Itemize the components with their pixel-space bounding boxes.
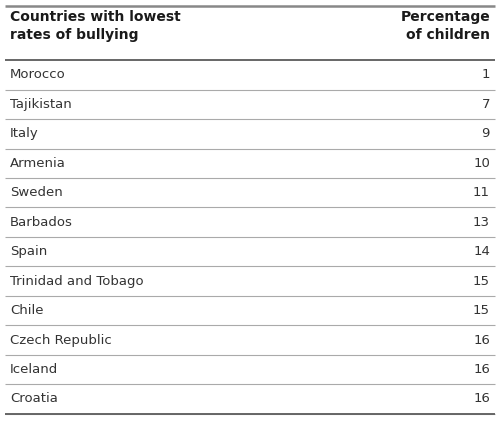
Text: 16: 16	[473, 363, 490, 376]
Text: Chile: Chile	[10, 304, 43, 317]
Text: Croatia: Croatia	[10, 393, 58, 405]
Text: Armenia: Armenia	[10, 157, 66, 170]
Text: Percentage
of children: Percentage of children	[400, 10, 490, 42]
Text: 9: 9	[482, 127, 490, 140]
Text: Morocco: Morocco	[10, 68, 66, 81]
Text: Iceland: Iceland	[10, 363, 58, 376]
Text: 7: 7	[482, 98, 490, 111]
Text: Italy: Italy	[10, 127, 39, 140]
Text: 13: 13	[473, 216, 490, 229]
Text: 15: 15	[473, 304, 490, 317]
Text: Czech Republic: Czech Republic	[10, 334, 112, 347]
Text: 10: 10	[473, 157, 490, 170]
Text: 16: 16	[473, 393, 490, 405]
Text: Tajikistan: Tajikistan	[10, 98, 72, 111]
Text: Trinidad and Tobago: Trinidad and Tobago	[10, 275, 143, 288]
Text: Barbados: Barbados	[10, 216, 73, 229]
Text: 14: 14	[473, 245, 490, 258]
Text: 16: 16	[473, 334, 490, 347]
Text: Countries with lowest
rates of bullying: Countries with lowest rates of bullying	[10, 10, 181, 42]
Text: 15: 15	[473, 275, 490, 288]
Text: 11: 11	[473, 186, 490, 199]
Text: Sweden: Sweden	[10, 186, 63, 199]
Text: 1: 1	[482, 68, 490, 81]
Text: Spain: Spain	[10, 245, 47, 258]
